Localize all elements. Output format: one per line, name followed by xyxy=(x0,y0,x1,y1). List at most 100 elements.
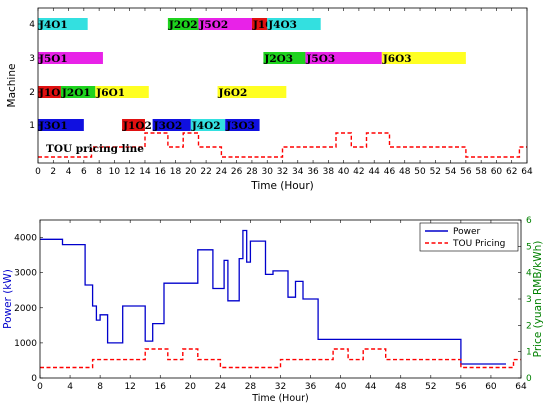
x-tick-label: 8 xyxy=(96,167,102,177)
gantt-bar-label: J1O1 xyxy=(38,87,68,99)
x-tick-label: 16 xyxy=(155,382,167,392)
y-tick-label: 1000 xyxy=(14,339,37,349)
gantt-bar xyxy=(381,52,466,64)
x-tick-label: 42 xyxy=(353,167,364,177)
gantt-bar xyxy=(122,119,145,131)
x-tick-label: 54 xyxy=(445,167,457,177)
gantt-bar xyxy=(38,86,61,98)
x-tick-label: 36 xyxy=(305,382,317,392)
gantt-bar-label: J4O1 xyxy=(38,19,68,31)
gantt-bar xyxy=(263,52,306,64)
x-tick-label: 22 xyxy=(200,167,211,177)
x-axis-label: Time (Hour) xyxy=(251,393,309,404)
gantt-bar-label: J1O2 xyxy=(122,120,152,132)
gantt-bar xyxy=(38,18,88,30)
y-tick-label: 3 xyxy=(29,54,35,64)
x-tick-label: 2 xyxy=(50,167,56,177)
y-tick-label: 4000 xyxy=(14,234,37,244)
y-tick-label: 4 xyxy=(29,20,35,30)
gantt-bar xyxy=(217,86,287,98)
x-tick-label: 28 xyxy=(246,167,258,177)
gantt-bar-label: J5O2 xyxy=(198,19,228,31)
y2-tick-label: 1 xyxy=(526,348,532,358)
y2-tick-label: 6 xyxy=(526,216,532,226)
x-tick-label: 30 xyxy=(261,167,273,177)
x-tick-label: 34 xyxy=(292,167,304,177)
gantt-bar xyxy=(167,18,199,30)
legend-entry: TOU Pricing xyxy=(452,239,505,249)
gantt-bar-label: J6O1 xyxy=(95,87,125,99)
y2-tick-label: 4 xyxy=(526,269,532,279)
x-tick-label: 4 xyxy=(67,382,73,392)
gantt-chart: J4O1J2O2J5O2J1O3J4O3J5O1J2O3J5O3J6O3J1O1… xyxy=(6,7,533,192)
x-tick-label: 52 xyxy=(430,167,441,177)
gantt-bar-label: J2O1 xyxy=(61,87,91,99)
x-tick-label: 62 xyxy=(506,167,517,177)
x-tick-label: 36 xyxy=(307,167,319,177)
y-axis-label: Power (kW) xyxy=(2,269,14,329)
y-tick-label: 3000 xyxy=(14,269,37,279)
y-tick-label: 1 xyxy=(29,121,35,131)
x-tick-label: 38 xyxy=(323,167,335,177)
plot-area xyxy=(38,8,527,163)
gantt-bar-label: J2O2 xyxy=(168,19,198,31)
y-tick-label: 2000 xyxy=(14,304,37,314)
x-tick-label: 4 xyxy=(66,167,72,177)
x-tick-label: 64 xyxy=(521,167,533,177)
x-tick-label: 24 xyxy=(216,167,228,177)
gantt-bar xyxy=(305,52,382,64)
y-tick-label: 2 xyxy=(29,88,35,98)
gantt-bar xyxy=(198,18,252,30)
x-tick-label: 60 xyxy=(485,382,497,392)
x-tick-label: 46 xyxy=(384,167,396,177)
x-tick-label: 24 xyxy=(215,382,227,392)
x-tick-label: 44 xyxy=(368,167,380,177)
tou-pricing-line xyxy=(38,132,527,158)
x-tick-label: 0 xyxy=(35,167,41,177)
gantt-bar-label: J3O1 xyxy=(38,120,68,132)
gantt-bar xyxy=(152,119,191,131)
gantt-bar xyxy=(190,119,226,131)
x-tick-label: 40 xyxy=(338,167,350,177)
gantt-bar-label: J2O3 xyxy=(263,53,293,65)
power-series xyxy=(40,229,506,365)
x-tick-label: 20 xyxy=(185,167,197,177)
gantt-bar-label: J4O3 xyxy=(267,19,297,31)
x-tick-label: 56 xyxy=(460,167,472,177)
x-tick-label: 16 xyxy=(155,167,167,177)
gantt-bar-label: J5O3 xyxy=(305,53,335,65)
x-tick-label: 60 xyxy=(491,167,503,177)
x-tick-label: 12 xyxy=(124,167,135,177)
gantt-bar-label: J3O3 xyxy=(225,120,255,132)
x-tick-label: 44 xyxy=(365,382,377,392)
gantt-bar-label: J3O2 xyxy=(153,120,183,132)
x-tick-label: 0 xyxy=(37,382,43,392)
legend-box xyxy=(419,222,519,252)
x-tick-label: 40 xyxy=(335,382,347,392)
x-tick-label: 18 xyxy=(170,167,182,177)
x-tick-label: 56 xyxy=(455,382,467,392)
x-tick-label: 26 xyxy=(231,167,243,177)
x-axis-label: Time (Hour) xyxy=(250,180,314,192)
gantt-bar xyxy=(267,18,321,30)
tou-annotation: TOU pricing line xyxy=(46,143,144,155)
y2-tick-label: 3 xyxy=(526,295,532,305)
x-tick-label: 58 xyxy=(475,167,487,177)
gantt-bar xyxy=(95,86,149,98)
x-tick-label: 48 xyxy=(399,167,411,177)
legend-entry: Power xyxy=(453,227,481,237)
x-tick-label: 28 xyxy=(245,382,257,392)
y2-axis-label: Price (yuan RMB/kWh) xyxy=(532,241,544,358)
x-tick-label: 50 xyxy=(414,167,426,177)
power-price-chart: 0 4 8 12 16 20 24 28 32 36 40 44 48 52 56 60 64010002000… xyxy=(2,216,544,404)
tou-pricing-series xyxy=(40,348,521,369)
y-axis-label: Machine xyxy=(6,64,18,108)
x-tick-label: 12 xyxy=(124,382,135,392)
x-tick-label: 48 xyxy=(395,382,407,392)
gantt-bar xyxy=(251,18,268,30)
gantt-bar-label: J5O1 xyxy=(38,53,68,65)
legend: Power TOU Pricing xyxy=(419,222,519,252)
x-tick-label: 14 xyxy=(139,167,151,177)
x-tick-label: 32 xyxy=(277,167,288,177)
y-tick-label: 0 xyxy=(31,374,37,384)
